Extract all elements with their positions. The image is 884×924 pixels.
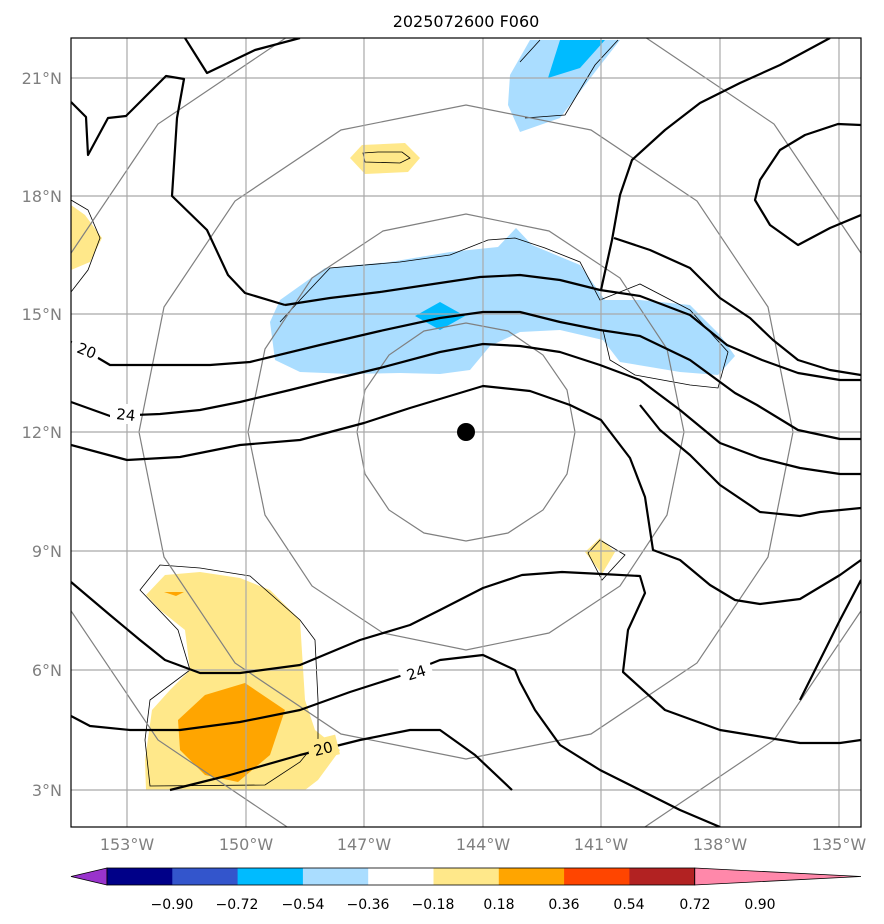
colorbar-tick-label: −0.72 bbox=[216, 897, 259, 913]
colorbar-tick-label: 0.18 bbox=[483, 897, 514, 913]
lon-tick-label: 144°W bbox=[456, 835, 511, 854]
colorbar bbox=[70, 867, 862, 886]
contour-line bbox=[71, 74, 286, 307]
contour-line bbox=[613, 236, 861, 377]
contour-line bbox=[639, 404, 861, 518]
lon-tick-label: 141°W bbox=[574, 835, 629, 854]
contour-line bbox=[284, 273, 861, 382]
colorbar-tick-label: 0.54 bbox=[613, 897, 644, 913]
figure-title: 2025072600 F060 bbox=[393, 12, 540, 31]
lat-tick-label: 3°N bbox=[32, 781, 62, 800]
contour-line bbox=[71, 310, 861, 441]
gridlines bbox=[71, 38, 861, 827]
label-mask bbox=[110, 404, 140, 424]
colorbar-segment bbox=[433, 868, 500, 885]
positive-anomaly-region bbox=[585, 538, 615, 574]
negative-anomaly-region bbox=[270, 228, 735, 375]
contour-line bbox=[71, 384, 861, 606]
contour-line bbox=[71, 342, 861, 476]
colorbar-segment bbox=[564, 868, 630, 885]
lat-tick-label: 6°N bbox=[32, 661, 62, 680]
contour-label: 20 bbox=[74, 339, 98, 363]
strong-negative-anomaly-region bbox=[548, 40, 605, 78]
colorbar-segment bbox=[172, 868, 239, 885]
label-mask bbox=[71, 335, 103, 365]
colorbar-frame bbox=[106, 867, 696, 886]
positive-anomaly-region bbox=[350, 143, 420, 174]
thin-contour bbox=[71, 199, 101, 293]
thin-contour bbox=[362, 151, 411, 164]
colorbar-segment bbox=[302, 868, 369, 885]
contour-line bbox=[71, 570, 861, 745]
lat-tick-labels: 21°N 18°N 15°N 12°N 9°N 6°N 3°N bbox=[22, 69, 62, 800]
lat-tick-label: 21°N bbox=[22, 69, 62, 88]
colorbar-segment bbox=[237, 868, 304, 885]
contour-line bbox=[184, 38, 301, 75]
storm-center-marker bbox=[457, 423, 475, 441]
lat-tick-label: 12°N bbox=[22, 423, 62, 442]
lat-tick-label: 18°N bbox=[22, 187, 62, 206]
contour-label: 24 bbox=[115, 405, 136, 425]
contour-line bbox=[799, 579, 861, 701]
lon-tick-label: 147°W bbox=[337, 835, 392, 854]
colorbar-tick-label: −0.54 bbox=[282, 897, 325, 913]
colorbar-tick-label: 0.36 bbox=[548, 897, 579, 913]
contour-line bbox=[169, 728, 513, 792]
bold-contours bbox=[71, 38, 861, 827]
contour-label: 20 bbox=[312, 738, 335, 760]
lat-tick-label: 9°N bbox=[32, 542, 62, 561]
colorbar-segment bbox=[107, 868, 173, 885]
colorbar-segment bbox=[629, 868, 696, 885]
colorbar-tick-label: −0.18 bbox=[412, 897, 455, 913]
shaded-anomaly bbox=[71, 40, 735, 790]
map-layers: 20 24 24 20 bbox=[71, 38, 861, 827]
contour-label: 24 bbox=[404, 661, 428, 684]
plot-frame bbox=[70, 37, 862, 828]
contour-line bbox=[753, 122, 861, 247]
colorbar-tick-labels: −0.90 −0.72 −0.54 −0.36 −0.18 0.18 0.36 … bbox=[151, 897, 776, 913]
lon-tick-label: 153°W bbox=[100, 835, 155, 854]
contour-line bbox=[599, 38, 831, 291]
strong-positive-anomaly-region bbox=[164, 592, 184, 596]
lon-tick-label: 150°W bbox=[219, 835, 274, 854]
lon-tick-label: 138°W bbox=[693, 835, 748, 854]
colorbar-tick-label: −0.90 bbox=[151, 897, 194, 913]
colorbar-tick-label: 0.90 bbox=[744, 897, 775, 913]
lat-tick-label: 15°N bbox=[22, 305, 62, 324]
colorbar-extend-min bbox=[70, 867, 108, 886]
thin-contour bbox=[587, 539, 626, 581]
thin-contour bbox=[519, 39, 619, 119]
contour-labels: 20 24 24 20 bbox=[71, 335, 435, 762]
lon-tick-labels: 153°W 150°W 147°W 144°W 141°W 138°W 135°… bbox=[100, 835, 867, 854]
colorbar-tick-label: −0.36 bbox=[347, 897, 390, 913]
colorbar-tick-label: 0.72 bbox=[679, 897, 710, 913]
colorbar-segment bbox=[368, 868, 434, 885]
label-mask bbox=[397, 657, 435, 687]
colorbar-extend-max bbox=[694, 867, 862, 886]
negative-anomaly-region bbox=[508, 40, 620, 132]
colorbar-segment bbox=[498, 868, 565, 885]
strong-positive-anomaly-region bbox=[178, 683, 285, 782]
strong-negative-anomaly-region bbox=[415, 302, 465, 330]
contour-line bbox=[71, 653, 721, 827]
lon-tick-label: 135°W bbox=[812, 835, 867, 854]
positive-anomaly-region bbox=[71, 205, 102, 270]
range-ring bbox=[71, 38, 861, 827]
label-mask bbox=[306, 734, 340, 762]
thin-contour bbox=[279, 237, 729, 389]
